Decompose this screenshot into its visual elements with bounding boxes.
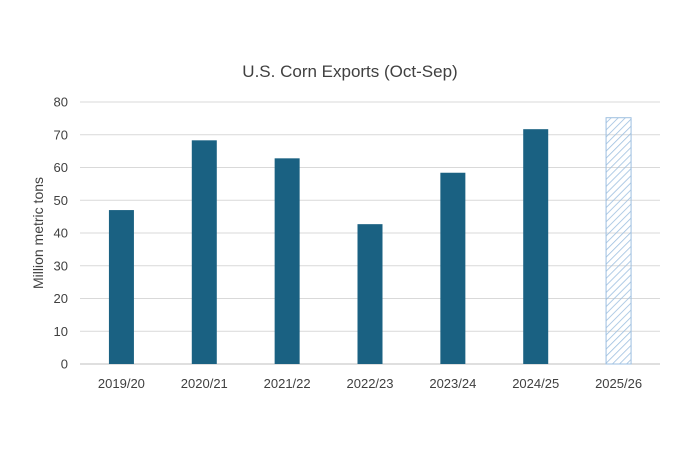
x-tick-label: 2024/25 — [512, 376, 559, 391]
bar — [440, 172, 466, 364]
y-tick-label: 20 — [54, 291, 68, 306]
y-tick-label: 40 — [54, 226, 68, 241]
y-tick-label: 70 — [54, 127, 68, 142]
y-tick-label: 10 — [54, 324, 68, 339]
x-tick-label: 2021/22 — [264, 376, 311, 391]
chart-title: U.S. Corn Exports (Oct-Sep) — [242, 62, 458, 81]
bar — [191, 140, 217, 364]
x-tick-label: 2022/23 — [347, 376, 394, 391]
y-tick-label: 0 — [61, 357, 68, 372]
bar-forecast — [605, 117, 632, 365]
x-tick-label: 2020/21 — [181, 376, 228, 391]
bar — [108, 210, 134, 364]
y-tick-label: 80 — [54, 95, 68, 110]
y-tick-label: 60 — [54, 160, 68, 175]
y-axis-label: Million metric tons — [30, 177, 46, 289]
x-tick-label: 2019/20 — [98, 376, 145, 391]
y-tick-label: 30 — [54, 258, 68, 273]
y-tick-label: 50 — [54, 193, 68, 208]
x-tick-label: 2025/26 — [595, 376, 642, 391]
x-tick-label: 2023/24 — [429, 376, 476, 391]
bar — [357, 224, 383, 364]
bar — [523, 129, 549, 364]
bar — [274, 158, 300, 364]
